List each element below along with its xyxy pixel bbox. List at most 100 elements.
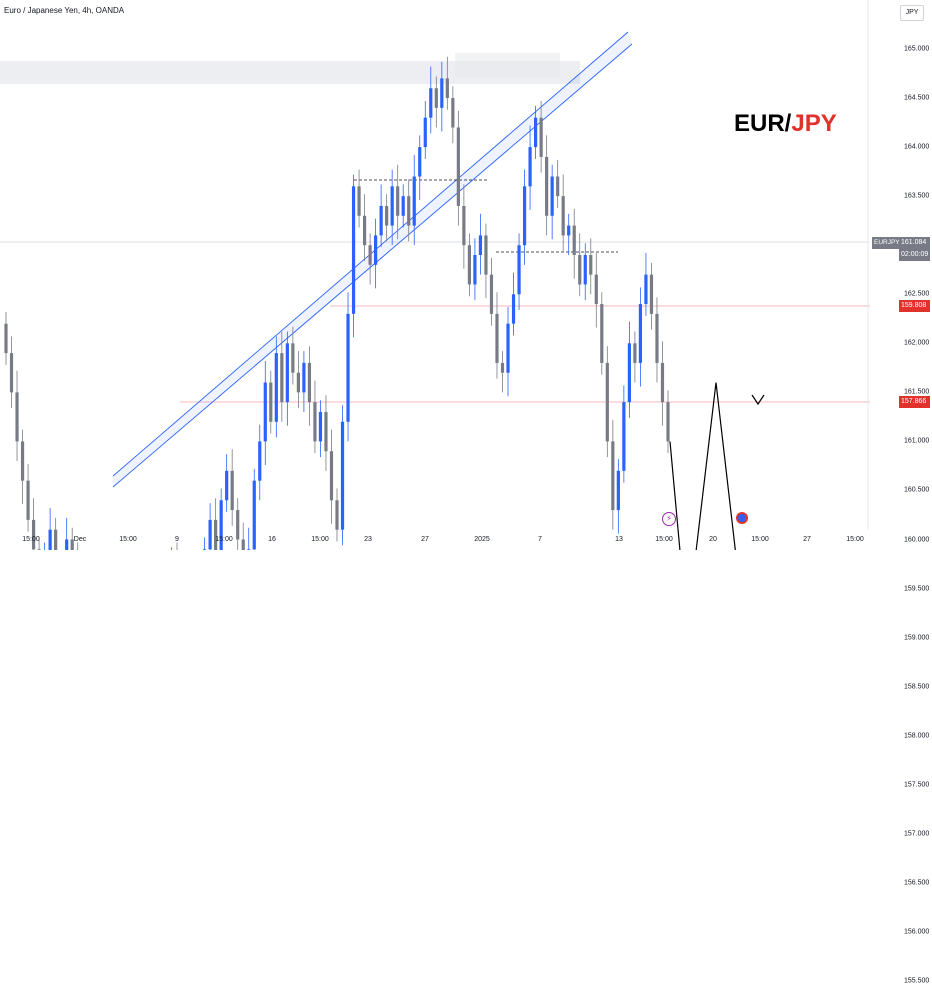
lightning-icon[interactable]: ⚡: [662, 512, 676, 526]
candle-body: [70, 539, 74, 550]
candle-body: [407, 196, 411, 226]
time-tick-label: 9: [175, 536, 179, 543]
candle-body: [318, 411, 323, 442]
dashed-support-lines: [354, 179, 618, 253]
pair-watermark: EUR/JPY: [734, 110, 837, 138]
price-tick-label: 158.000: [904, 732, 930, 740]
time-tick-label: 15:00: [846, 536, 864, 543]
time-tick-label: 27: [421, 536, 429, 543]
candle-body: [572, 225, 576, 256]
currency-button[interactable]: JPY: [900, 5, 924, 21]
candle-body: [429, 88, 433, 118]
price-tick-label: 161.500: [904, 388, 930, 396]
time-tick-label: 15:00: [215, 536, 233, 543]
price-tick-label: 156.500: [904, 879, 930, 887]
candle-body: [611, 441, 615, 511]
candle-body: [236, 510, 240, 540]
candle-body: [48, 529, 52, 550]
flag-icon[interactable]: [736, 512, 748, 524]
price-tick-label: 160.500: [904, 486, 930, 494]
candle-body: [567, 225, 571, 236]
candle-body: [539, 117, 543, 157]
candle-body: [627, 343, 631, 403]
candle-body: [401, 196, 405, 216]
level-badge-1: 159.808: [899, 300, 930, 312]
candle-body: [263, 382, 267, 442]
candle-body: [252, 480, 256, 550]
candle-body: [522, 186, 527, 246]
price-tick-label: 164.500: [904, 94, 930, 102]
candle-body: [589, 255, 593, 275]
candle-body: [660, 362, 665, 403]
price-tick-label: 157.500: [904, 781, 930, 789]
candle-body: [20, 441, 25, 481]
rising-channel: [112, 31, 633, 488]
price-tick-label: 157.000: [904, 830, 930, 838]
countdown-badge: 02:00:09: [899, 249, 930, 261]
candle-body: [456, 127, 460, 206]
candle-body: [54, 529, 58, 550]
time-tick-label: 20: [709, 536, 717, 543]
candle-body: [31, 519, 36, 550]
price-tick-label: 163.500: [904, 192, 930, 200]
candle-body: [495, 313, 499, 363]
time-tick-label: 15:00: [119, 536, 137, 543]
candle-body: [346, 313, 350, 422]
candle-body: [655, 313, 659, 363]
time-tick-label: 2025: [474, 536, 490, 543]
arrow-head-icon: [751, 394, 765, 406]
candle-body: [467, 245, 471, 285]
time-tick-label: 15:00: [751, 536, 769, 543]
candle-body: [396, 186, 400, 216]
candle-body: [280, 353, 284, 403]
candle-body: [225, 470, 229, 501]
candle-body: [324, 411, 328, 452]
candle-body: [214, 519, 218, 550]
candle-body: [561, 196, 565, 236]
price-chart[interactable]: [0, 0, 932, 550]
candle-body: [644, 274, 648, 305]
time-tick-label: Dec: [73, 536, 87, 543]
projection-path: [669, 382, 736, 550]
candle-body: [484, 235, 488, 275]
price-tick-label: 160.000: [904, 536, 930, 543]
candle-body: [445, 78, 449, 99]
candle-body: [291, 343, 295, 373]
price-tick-label: 159.000: [904, 634, 930, 642]
candle-body: [666, 402, 670, 442]
candle-body: [633, 343, 637, 363]
candle-body: [329, 451, 334, 501]
time-tick-label: 15:00: [655, 536, 673, 543]
time-tick-label: 27: [803, 536, 811, 543]
price-tick-label: 159.500: [904, 585, 930, 593]
candle-body: [258, 441, 262, 481]
candlestick-series: [4, 56, 670, 550]
candle-body: [649, 274, 654, 314]
candle-body: [506, 323, 510, 373]
time-tick-label: 7: [538, 536, 542, 543]
candle-body: [296, 372, 300, 393]
candle-body: [594, 274, 598, 305]
price-tick-label: 158.500: [904, 683, 930, 691]
candle-body: [550, 176, 554, 216]
time-tick-label: 23: [364, 536, 372, 543]
candle-body: [412, 176, 416, 226]
candle-body: [423, 117, 427, 148]
candle-body: [9, 353, 14, 393]
candle-body: [241, 539, 245, 550]
candle-body: [65, 539, 69, 550]
candle-body: [219, 500, 223, 550]
chart-title: Euro / Japanese Yen, 4h, OANDA: [4, 6, 125, 15]
candle-body: [418, 147, 422, 177]
candle-body: [478, 235, 483, 256]
pair-base: EUR/: [734, 110, 792, 137]
candle-body: [4, 323, 8, 354]
candle-body: [351, 186, 356, 314]
time-tick-label: 15:00: [22, 536, 40, 543]
candle-body: [534, 117, 538, 148]
candle-body: [556, 176, 560, 197]
candle-body: [434, 88, 438, 108]
candle-body: [307, 362, 312, 403]
candle-body: [368, 245, 372, 265]
candle-body: [638, 304, 643, 363]
